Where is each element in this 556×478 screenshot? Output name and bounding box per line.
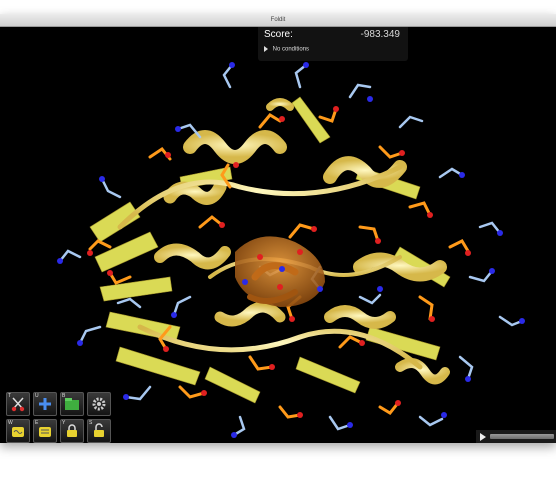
cut-tool-button[interactable]: T bbox=[6, 392, 30, 416]
band-icon bbox=[65, 398, 79, 410]
shortcut-key: U bbox=[35, 393, 39, 399]
shortcut-key: E bbox=[35, 420, 39, 426]
shake-tool-button[interactable]: E bbox=[33, 419, 57, 443]
wiggle-tool-button[interactable]: W bbox=[6, 419, 30, 443]
scissors-icon bbox=[11, 397, 25, 412]
settings-tool-button[interactable] bbox=[87, 392, 111, 416]
protein-viewport[interactable]: Score: -983.349 No conditions T U bbox=[0, 27, 556, 443]
play-icon[interactable] bbox=[480, 433, 486, 441]
band-tool-button[interactable]: B bbox=[60, 392, 84, 416]
conditions-label: No conditions bbox=[272, 46, 310, 53]
plus-icon bbox=[39, 398, 51, 410]
oxygen-atoms bbox=[87, 106, 471, 418]
sidechains-orange bbox=[88, 107, 470, 419]
timeline-slider[interactable] bbox=[490, 434, 554, 439]
unfreeze-tool-button[interactable]: S bbox=[87, 419, 111, 443]
tool-grid: T U B bbox=[6, 392, 112, 443]
shortcut-key: B bbox=[62, 393, 66, 399]
shortcut-key: S bbox=[89, 420, 93, 426]
shortcut-key: T bbox=[8, 393, 12, 399]
shortcut-key: Y bbox=[62, 420, 66, 426]
freeze-tool-button[interactable]: Y bbox=[60, 419, 84, 443]
unfreeze-icon bbox=[94, 423, 104, 437]
ligand-core bbox=[235, 236, 325, 307]
shortcut-key: W bbox=[8, 420, 13, 426]
playback-bar bbox=[476, 430, 556, 443]
add-tool-button[interactable]: U bbox=[33, 392, 57, 416]
score-panel: Score: -983.349 No conditions bbox=[258, 27, 408, 61]
conditions-toggle[interactable]: No conditions bbox=[264, 46, 309, 53]
wiggle-icon bbox=[12, 427, 24, 437]
foldit-window: Foldit bbox=[0, 14, 556, 443]
helices bbox=[117, 98, 450, 385]
nitrogen-atoms bbox=[57, 62, 525, 438]
score-value: -983.349 bbox=[360, 29, 400, 40]
freeze-icon bbox=[67, 424, 77, 437]
shake-icon bbox=[39, 427, 51, 437]
score-label: Score: bbox=[264, 29, 293, 40]
window-title: Foldit bbox=[0, 14, 556, 27]
gear-icon bbox=[92, 397, 106, 411]
expand-arrow-icon[interactable] bbox=[264, 46, 268, 52]
protein-structure[interactable] bbox=[0, 27, 556, 443]
